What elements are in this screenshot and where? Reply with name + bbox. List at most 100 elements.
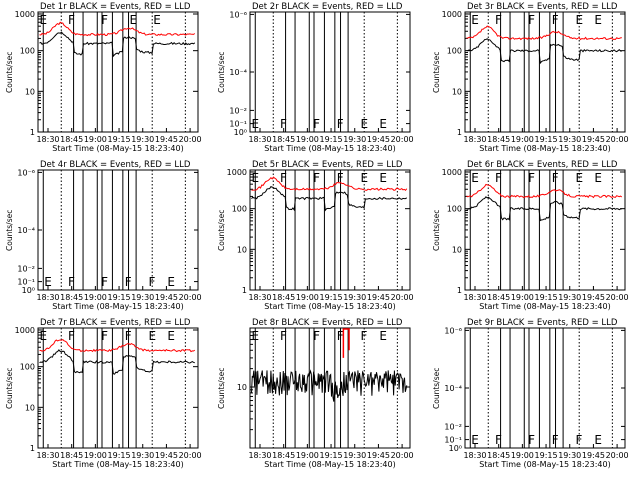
- y-axis-label: Counts/sec: [432, 210, 441, 251]
- x-tick-label: 19:45: [367, 135, 390, 144]
- x-tick-label: 18:45: [60, 135, 83, 144]
- y-tick-label: 10⁻⁴: [17, 226, 35, 235]
- y-tick-label: 100: [447, 47, 462, 56]
- y-tick-label: 10: [25, 87, 35, 96]
- y-tick-label: 10⁻¹: [444, 436, 462, 445]
- flag-label: E: [379, 117, 387, 131]
- flag-label: E: [360, 171, 368, 185]
- x-tick-label: 19:00: [511, 135, 534, 144]
- series-line-lld: [466, 183, 623, 199]
- flag-label: F: [552, 171, 559, 185]
- plot-frame: [37, 11, 199, 133]
- flag-label: E: [575, 171, 583, 185]
- x-tick-label: 19:30: [343, 293, 366, 302]
- x-tick-label: 19:00: [296, 451, 319, 460]
- flag-label: F: [125, 329, 132, 343]
- x-tick-label: 19:30: [131, 451, 154, 460]
- chart-title: Det 2r BLACK = Events, RED = LLD: [252, 2, 403, 12]
- x-tick-label: 19:45: [367, 451, 390, 460]
- chart-panel-5: Det 5r BLACK = Events, RED = LLD Counts/s…: [217, 160, 414, 311]
- plot-frame: [249, 11, 411, 133]
- series-line-lld: [466, 25, 622, 41]
- chart-title: Det 4r BLACK = Events, RED = LLD: [40, 160, 191, 170]
- plot-frame: [464, 327, 626, 449]
- x-tick-label: 18:30: [36, 451, 59, 460]
- x-tick-label: 19:15: [108, 135, 131, 144]
- x-tick-label: 19:30: [343, 451, 366, 460]
- y-tick-label: 10⁻⁴: [444, 384, 462, 393]
- flag-label: F: [495, 433, 502, 447]
- series-line-lld: [251, 176, 408, 191]
- flag-label: E: [594, 13, 602, 27]
- flag-label: F: [68, 275, 75, 289]
- x-tick-label: 18:30: [463, 451, 486, 460]
- flag-label: F: [528, 433, 535, 447]
- plot-frame: [464, 169, 626, 291]
- x-tick-label: 19:45: [582, 451, 605, 460]
- series-line-events: [466, 38, 622, 65]
- flag-label: E: [153, 13, 161, 27]
- flag-label: F: [280, 171, 287, 185]
- plot-frame: [249, 327, 411, 449]
- series-line-lld: [39, 21, 196, 37]
- chart-title: Det 3r BLACK = Events, RED = LLD: [467, 2, 618, 12]
- flag-label: F: [101, 13, 108, 27]
- x-axis-label: Start Time (08-May-15 18:23:40): [479, 144, 610, 153]
- flag-label: E: [379, 329, 387, 343]
- y-tick-label: 1000: [15, 10, 35, 19]
- chart-title: Det 8r BLACK = Events, RED = LLD: [252, 318, 403, 328]
- plot-frame: [37, 169, 199, 291]
- flag-label: E: [379, 171, 387, 185]
- y-tick-label: 10: [452, 245, 462, 254]
- x-tick-label: 20:00: [606, 135, 629, 144]
- y-tick-label: 10: [237, 383, 247, 392]
- x-tick-label: 19:00: [84, 293, 107, 302]
- x-tick-label: 19:00: [84, 135, 107, 144]
- series-line-events: [251, 185, 408, 212]
- flag-label: F: [337, 171, 344, 185]
- x-tick-label: 19:15: [535, 451, 558, 460]
- y-tick-label: 1: [30, 444, 35, 453]
- flag-label: E: [40, 13, 48, 27]
- x-tick-label: 18:30: [463, 135, 486, 144]
- x-axis-label: Start Time (08-May-15 18:23:40): [52, 460, 183, 469]
- x-tick-label: 19:00: [511, 451, 534, 460]
- chart-panel-7: Det 7r BLACK = Events, RED = LLD Counts/s…: [5, 318, 202, 469]
- x-tick-label: 20:00: [179, 293, 202, 302]
- chart-panel-9: Det 9r BLACK = Events, RED = LLD Counts/s…: [432, 318, 629, 469]
- y-tick-label: 10⁻¹: [229, 120, 247, 129]
- x-tick-label: 19:30: [343, 135, 366, 144]
- flag-label: E: [252, 329, 260, 343]
- flag-label: F: [337, 329, 344, 343]
- flag-label: E: [252, 117, 260, 131]
- series-line-events: [39, 31, 196, 58]
- y-tick-label: 10⁻⁶: [229, 10, 247, 19]
- y-axis-label: Counts/sec: [217, 368, 226, 409]
- flag-label: E: [167, 329, 175, 343]
- flag-label: F: [528, 171, 535, 185]
- y-tick-label: 1000: [442, 10, 462, 19]
- flag-label: E: [40, 329, 48, 343]
- flag-label: F: [552, 433, 559, 447]
- y-tick-label: 1: [457, 286, 462, 295]
- x-tick-label: 19:00: [84, 451, 107, 460]
- chart-panel-6: Det 6r BLACK = Events, RED = LLD Counts/s…: [432, 160, 629, 311]
- flag-label: F: [148, 275, 155, 289]
- x-tick-label: 18:30: [248, 293, 271, 302]
- y-tick-label: 100: [447, 205, 462, 214]
- flag-label: F: [313, 329, 320, 343]
- flag-label: F: [280, 329, 287, 343]
- plot-frame: [37, 327, 199, 449]
- x-tick-label: 19:00: [296, 293, 319, 302]
- series-line-events: [39, 349, 195, 375]
- x-axis-label: Start Time (08-May-15 18:23:40): [479, 302, 610, 311]
- flag-label: E: [167, 275, 175, 289]
- flag-label: F: [280, 117, 287, 131]
- x-axis-label: Start Time (08-May-15 18:23:40): [52, 144, 183, 153]
- x-tick-label: 19:45: [367, 293, 390, 302]
- flag-label: E: [471, 171, 479, 185]
- flag-label: E: [148, 329, 156, 343]
- x-tick-label: 18:30: [463, 293, 486, 302]
- flag-label: F: [495, 171, 502, 185]
- flag-label: E: [575, 13, 583, 27]
